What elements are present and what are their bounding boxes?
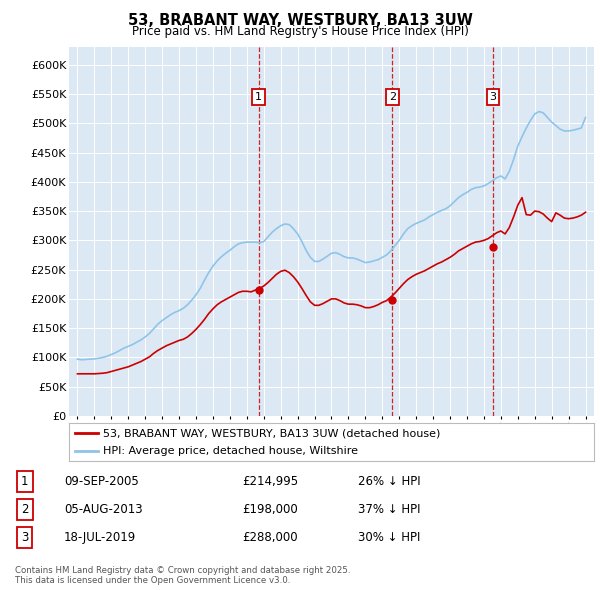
Text: Contains HM Land Registry data © Crown copyright and database right 2025.
This d: Contains HM Land Registry data © Crown c… xyxy=(15,566,350,585)
Text: 53, BRABANT WAY, WESTBURY, BA13 3UW: 53, BRABANT WAY, WESTBURY, BA13 3UW xyxy=(128,13,472,28)
Text: 1: 1 xyxy=(255,92,262,102)
Text: 53, BRABANT WAY, WESTBURY, BA13 3UW (detached house): 53, BRABANT WAY, WESTBURY, BA13 3UW (det… xyxy=(103,428,440,438)
Text: 18-JUL-2019: 18-JUL-2019 xyxy=(64,531,136,544)
Text: £198,000: £198,000 xyxy=(242,503,298,516)
Text: 3: 3 xyxy=(21,531,28,544)
Text: 05-AUG-2013: 05-AUG-2013 xyxy=(64,503,142,516)
Text: 37% ↓ HPI: 37% ↓ HPI xyxy=(358,503,420,516)
Text: HPI: Average price, detached house, Wiltshire: HPI: Average price, detached house, Wilt… xyxy=(103,446,358,456)
Text: £288,000: £288,000 xyxy=(242,531,298,544)
Text: 3: 3 xyxy=(490,92,497,102)
Text: Price paid vs. HM Land Registry's House Price Index (HPI): Price paid vs. HM Land Registry's House … xyxy=(131,25,469,38)
Text: 26% ↓ HPI: 26% ↓ HPI xyxy=(358,476,420,489)
Text: 30% ↓ HPI: 30% ↓ HPI xyxy=(358,531,420,544)
Text: 1: 1 xyxy=(21,476,28,489)
Text: 2: 2 xyxy=(389,92,396,102)
Text: 09-SEP-2005: 09-SEP-2005 xyxy=(64,476,139,489)
Text: £214,995: £214,995 xyxy=(242,476,299,489)
Text: 2: 2 xyxy=(21,503,28,516)
